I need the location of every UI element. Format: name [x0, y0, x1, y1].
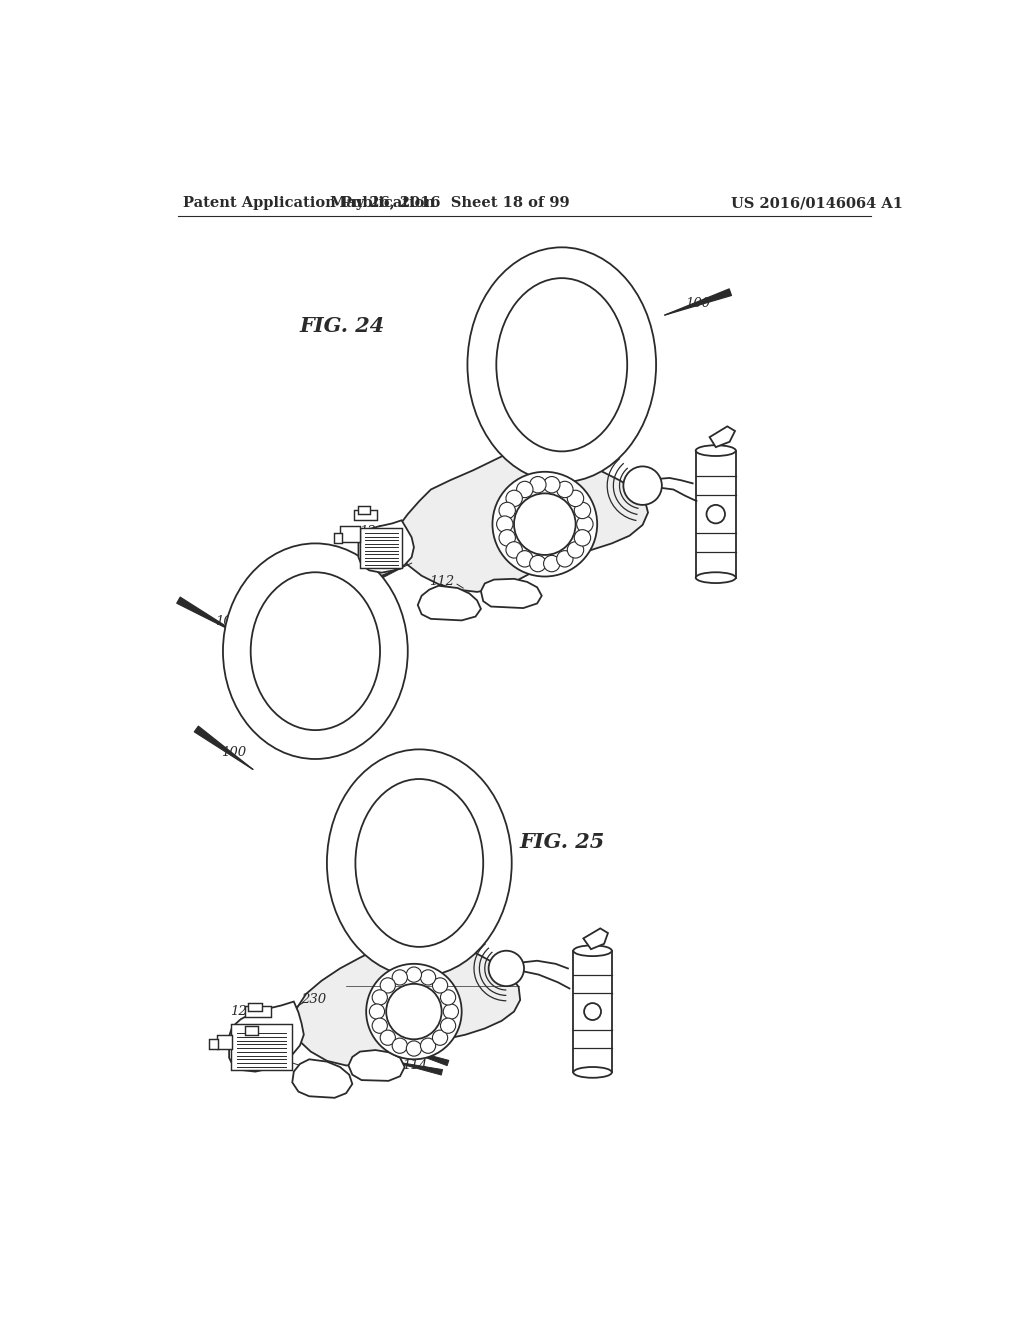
Circle shape — [707, 506, 725, 524]
Ellipse shape — [223, 544, 408, 759]
Ellipse shape — [573, 945, 611, 956]
Bar — [354, 510, 377, 520]
Circle shape — [432, 978, 447, 993]
Ellipse shape — [327, 750, 512, 977]
Text: FIG. 25: FIG. 25 — [519, 832, 604, 853]
Circle shape — [557, 482, 573, 498]
Circle shape — [529, 477, 546, 492]
Circle shape — [372, 1018, 387, 1034]
Ellipse shape — [355, 779, 483, 946]
Bar — [360, 528, 402, 568]
Circle shape — [506, 541, 522, 558]
Circle shape — [407, 968, 422, 982]
Text: 230: 230 — [301, 993, 327, 1006]
Bar — [358, 507, 370, 515]
Circle shape — [421, 970, 435, 985]
Text: Patent Application Publication: Patent Application Publication — [183, 197, 435, 210]
Circle shape — [514, 494, 575, 554]
Bar — [209, 1039, 218, 1049]
Polygon shape — [710, 426, 735, 447]
Polygon shape — [292, 1059, 352, 1098]
Circle shape — [499, 503, 515, 519]
Circle shape — [488, 950, 524, 986]
Circle shape — [392, 970, 408, 985]
Bar — [230, 1024, 292, 1071]
Bar — [245, 1006, 271, 1016]
Circle shape — [506, 490, 522, 507]
Ellipse shape — [695, 573, 736, 583]
Circle shape — [386, 983, 441, 1039]
Circle shape — [544, 556, 560, 572]
Bar — [217, 1035, 232, 1048]
Ellipse shape — [251, 573, 380, 730]
Polygon shape — [348, 1051, 404, 1081]
Circle shape — [380, 1030, 395, 1045]
Circle shape — [544, 477, 560, 492]
Circle shape — [567, 541, 584, 558]
Circle shape — [440, 990, 456, 1005]
Text: 114: 114 — [401, 1059, 427, 1072]
Circle shape — [497, 516, 513, 532]
Ellipse shape — [695, 445, 736, 455]
Circle shape — [574, 529, 591, 546]
Polygon shape — [294, 941, 520, 1065]
Polygon shape — [392, 445, 648, 591]
Text: 200: 200 — [230, 1030, 255, 1043]
Text: 100: 100 — [221, 746, 247, 759]
Circle shape — [584, 1003, 601, 1020]
Bar — [573, 950, 611, 1072]
Circle shape — [370, 1005, 385, 1019]
Polygon shape — [418, 586, 481, 620]
Circle shape — [407, 1041, 422, 1056]
Circle shape — [624, 466, 662, 506]
Text: 112: 112 — [429, 576, 454, 589]
Circle shape — [367, 964, 462, 1059]
Circle shape — [440, 1018, 456, 1034]
Circle shape — [432, 1030, 447, 1045]
Ellipse shape — [573, 1067, 611, 1077]
Polygon shape — [245, 1026, 258, 1035]
Text: 122: 122 — [519, 520, 545, 533]
Polygon shape — [481, 579, 542, 609]
Ellipse shape — [497, 279, 628, 451]
Text: 114: 114 — [558, 545, 583, 557]
Ellipse shape — [467, 247, 656, 482]
Bar — [249, 1003, 262, 1011]
Circle shape — [516, 482, 534, 498]
Bar — [695, 450, 736, 578]
Circle shape — [372, 990, 387, 1005]
Text: 200: 200 — [379, 560, 403, 573]
Text: FIG. 24: FIG. 24 — [300, 317, 385, 337]
Circle shape — [380, 978, 395, 993]
Bar — [340, 527, 360, 543]
Text: 120: 120 — [359, 525, 385, 539]
Circle shape — [577, 516, 593, 532]
Text: 100: 100 — [215, 615, 241, 628]
Circle shape — [421, 1038, 435, 1053]
Bar — [334, 533, 342, 544]
Text: 100: 100 — [685, 297, 710, 310]
Circle shape — [392, 1038, 408, 1053]
Polygon shape — [229, 1002, 304, 1072]
Circle shape — [499, 529, 515, 546]
Circle shape — [516, 550, 534, 568]
Circle shape — [557, 550, 573, 568]
Circle shape — [443, 1005, 459, 1019]
Polygon shape — [358, 520, 414, 573]
Text: 122: 122 — [401, 1044, 427, 1056]
Text: 112: 112 — [263, 1055, 289, 1068]
Polygon shape — [584, 928, 608, 949]
Circle shape — [493, 471, 597, 577]
Text: US 2016/0146064 A1: US 2016/0146064 A1 — [731, 197, 903, 210]
Text: 120: 120 — [230, 1005, 255, 1018]
Circle shape — [567, 490, 584, 507]
Text: May 26, 2016  Sheet 18 of 99: May 26, 2016 Sheet 18 of 99 — [331, 197, 570, 210]
Circle shape — [574, 503, 591, 519]
Circle shape — [529, 556, 546, 572]
